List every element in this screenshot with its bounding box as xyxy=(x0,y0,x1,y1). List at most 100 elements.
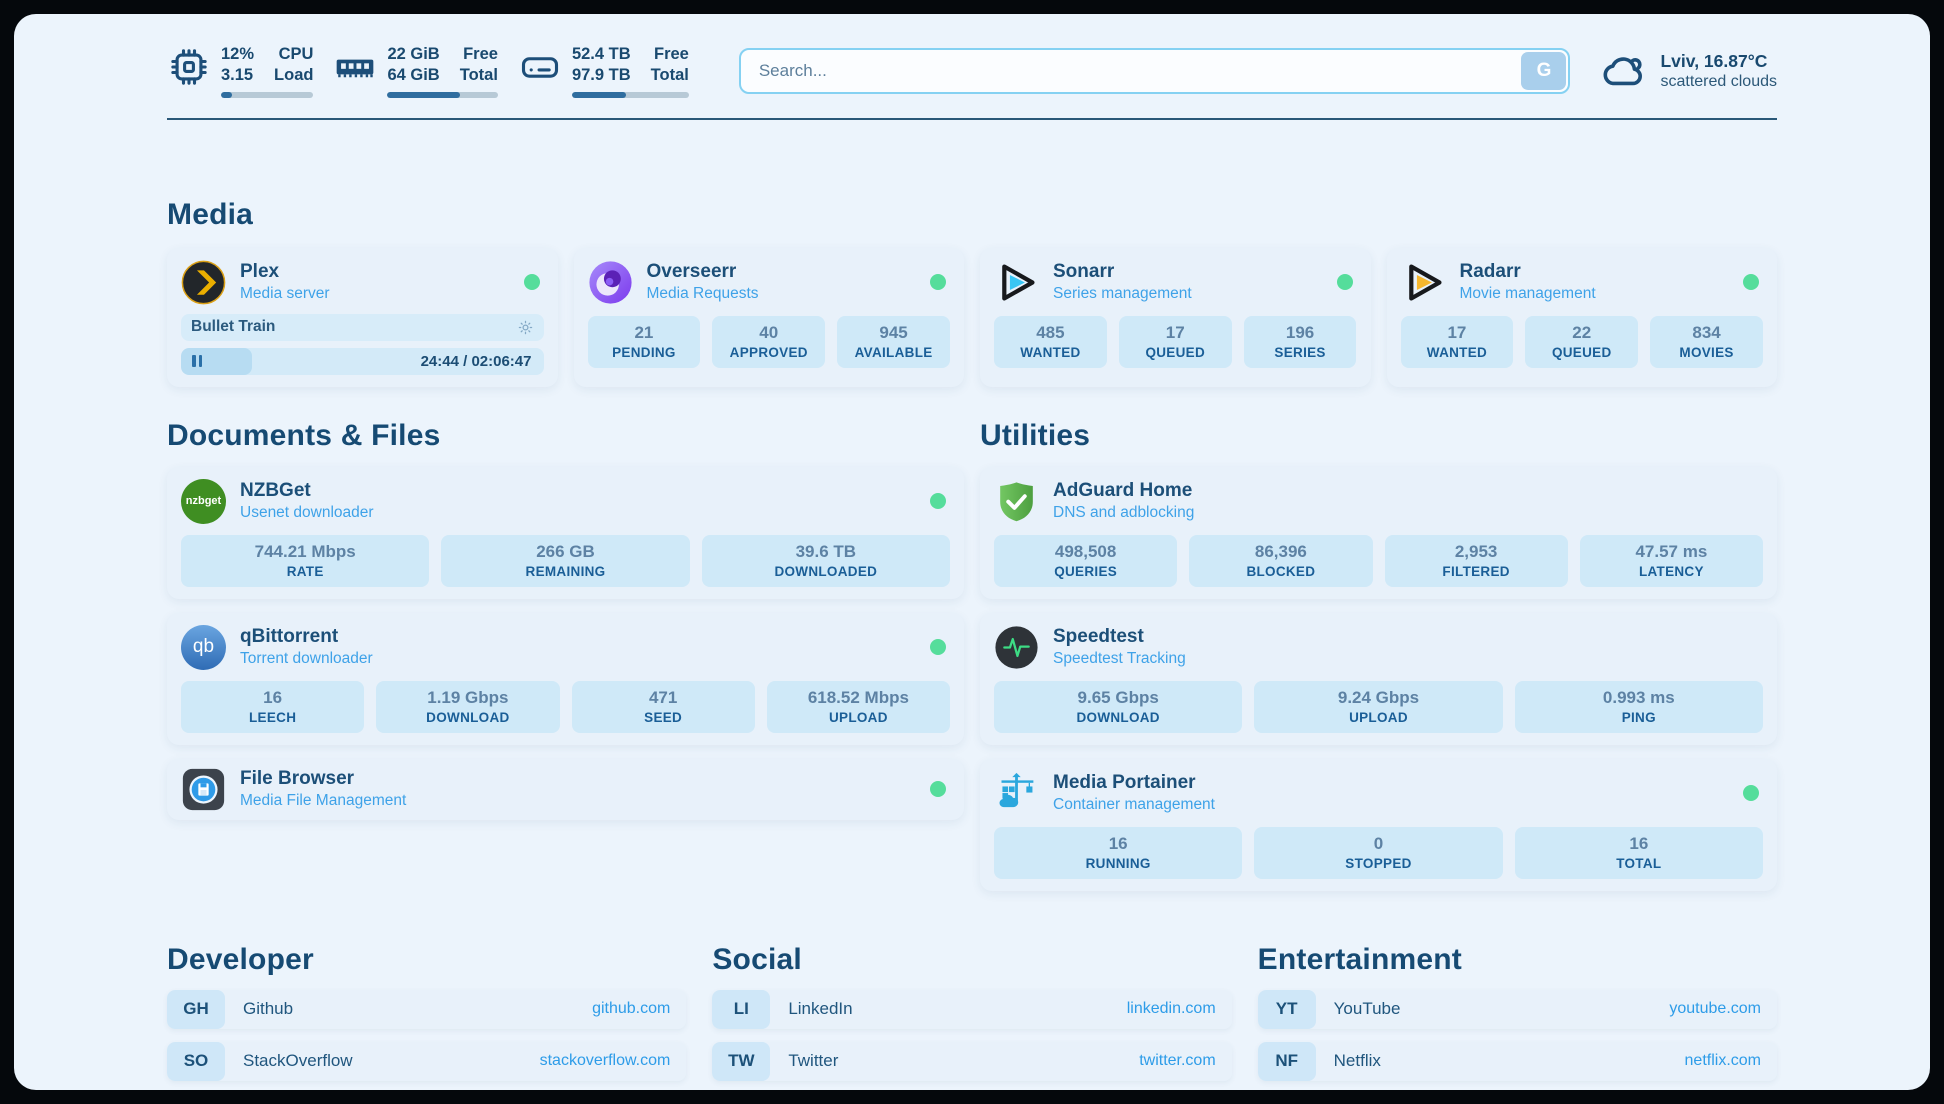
stat-tile-upload: 618.52 Mbps UPLOAD xyxy=(766,680,950,733)
app-link-plex[interactable]: Plex Media server xyxy=(181,260,544,305)
section-header-entertainment: Entertainment xyxy=(1257,942,1462,976)
playback-progress-bar: 24:44 / 02:06:47 xyxy=(181,347,544,375)
stat-tile-blocked: 86,396 BLOCKED xyxy=(1189,534,1373,587)
stat-tile-ping: 0.993 ms PING xyxy=(1514,680,1763,733)
app-card-plex: Plex Media server Bullet Train xyxy=(167,247,558,387)
portainer-crane-icon xyxy=(999,772,1034,807)
session-settings-icon[interactable] xyxy=(517,319,534,336)
stat-tile-running: 16 RUNNING xyxy=(994,826,1243,879)
cloud-icon xyxy=(1604,57,1643,86)
bookmark-twitter[interactable]: TW Twitter twitter.com xyxy=(712,1041,1232,1081)
app-subtitle: DNS and adblocking xyxy=(1053,504,1195,522)
cpu-usage-value: 12% xyxy=(221,45,255,63)
app-title: Plex xyxy=(240,261,280,283)
app-card-adguard: AdGuard Home DNS and adblocking 498,508 … xyxy=(980,466,1777,599)
header-divider xyxy=(167,117,1777,120)
cpu-label-1: CPU xyxy=(278,45,314,63)
memory-progress-fill xyxy=(387,91,461,98)
bookmark-url[interactable]: stackoverflow.com xyxy=(539,1052,671,1070)
bookmark-name: Netflix xyxy=(1333,1051,1381,1071)
memory-label-1: Free xyxy=(463,45,498,63)
app-title: File Browser xyxy=(240,768,355,790)
bookmark-linkedin[interactable]: LI LinkedIn linkedin.com xyxy=(712,989,1232,1029)
bookmark-url[interactable]: twitter.com xyxy=(1139,1052,1216,1070)
section-header-media: Media xyxy=(167,197,254,231)
speedtest-pulse-icon xyxy=(995,626,1038,669)
cpu-load-value: 3.15 xyxy=(221,66,254,85)
app-link-nzbget[interactable]: nzbget NZBGet Usenet downloader xyxy=(181,478,950,524)
bookmark-url[interactable]: github.com xyxy=(592,1000,671,1018)
stat-tile-download: 9.65 Gbps DOWNLOAD xyxy=(994,680,1243,733)
app-link-adguard[interactable]: AdGuard Home DNS and adblocking xyxy=(994,479,1763,524)
weather-location-temp: Lviv, 16.87°C xyxy=(1660,50,1768,71)
bookmark-url[interactable]: linkedin.com xyxy=(1126,1000,1216,1018)
bookmark-group-entertainment: Entertainment YT YouTube youtube.com NF … xyxy=(1257,942,1777,1090)
search-engine-button[interactable]: G xyxy=(1521,51,1567,90)
bookmark-group-developer: Developer GH Github github.com SO StackO… xyxy=(167,943,687,1090)
status-dot xyxy=(1336,274,1353,291)
section-header-social: Social xyxy=(712,942,802,976)
stat-tile-rate: 744.21 Mbps RATE xyxy=(181,534,430,587)
app-link-qbittorrent[interactable]: qb qBittorrent Torrent downloader xyxy=(181,624,950,670)
app-link-sonarr[interactable]: Sonarr Series management xyxy=(994,260,1357,305)
bookmark-github[interactable]: GH Github github.com xyxy=(167,989,687,1029)
plex-icon xyxy=(181,260,226,305)
app-title: Speedtest xyxy=(1053,626,1144,648)
app-title: AdGuard Home xyxy=(1053,480,1193,502)
memory-label-2: Total xyxy=(459,66,498,85)
bookmark-name: LinkedIn xyxy=(788,999,853,1019)
search-bar: G xyxy=(738,47,1571,94)
stat-tile-wanted: 485 WANTED xyxy=(994,315,1107,368)
stat-tile-seed: 471 SEED xyxy=(571,680,755,733)
app-card-overseerr: Overseerr Media Requests 21 PENDING 40 A… xyxy=(573,247,964,387)
utilities-column: Utilities AdGuard Home xyxy=(980,419,1777,891)
ram-icon xyxy=(337,59,374,78)
cpu-label-2: Load xyxy=(274,66,314,85)
bookmark-abbr-badge: NF xyxy=(1257,1041,1316,1081)
stat-tile-movies: 834 MOVIES xyxy=(1650,315,1763,368)
status-dot xyxy=(1743,274,1759,291)
bookmark-url[interactable]: youtube.com xyxy=(1669,1000,1761,1018)
dashboard-panel: 12% CPU 3.15 Load 22 xyxy=(14,14,1930,1090)
stat-tile-approved: 40 APPROVED xyxy=(712,315,826,368)
stat-tile-pending: 21 PENDING xyxy=(587,315,701,368)
stat-tile-downloaded: 39.6 TB DOWNLOADED xyxy=(701,534,950,587)
stat-tile-queries: 498,508 QUERIES xyxy=(994,534,1178,587)
app-link-radarr[interactable]: Radarr Movie management xyxy=(1401,260,1764,305)
bookmark-url[interactable]: netflix.com xyxy=(1684,1052,1761,1070)
bookmark-abbr-badge: GH xyxy=(167,989,225,1029)
bookmark-stackoverflow[interactable]: SO StackOverflow stackoverflow.com xyxy=(167,1041,687,1081)
section-header-utilities: Utilities xyxy=(980,418,1091,452)
app-link-portainer[interactable]: Media Portainer Container management xyxy=(994,771,1763,816)
documents-column: Documents & Files nzbget NZBGet Usenet d… xyxy=(167,419,964,891)
status-dot xyxy=(930,274,946,291)
app-card-sonarr: Sonarr Series management 485 WANTED 17 Q… xyxy=(980,247,1371,387)
app-subtitle: Media server xyxy=(240,285,330,303)
stat-tile-latency: 47.57 ms LATENCY xyxy=(1579,534,1763,587)
disk-widget: 52.4 TB Free 97.9 TB Total xyxy=(518,44,689,98)
bookmark-youtube[interactable]: YT YouTube youtube.com xyxy=(1257,989,1777,1029)
disk-free-value: 52.4 TB xyxy=(571,45,631,63)
radarr-icon xyxy=(1408,264,1442,301)
cpu-chip-icon xyxy=(171,49,207,85)
stat-tile-leech: 16 LEECH xyxy=(181,680,365,733)
app-link-filebrowser[interactable]: File Browser Media File Management xyxy=(181,767,950,812)
stat-tile-filtered: 2,953 FILTERED xyxy=(1384,534,1568,587)
app-link-speedtest[interactable]: Speedtest Speedtest Tracking xyxy=(994,625,1763,670)
app-link-overseerr[interactable]: Overseerr Media Requests xyxy=(588,260,951,305)
app-subtitle: Container management xyxy=(1053,796,1215,814)
memory-free-value: 22 GiB xyxy=(387,45,440,63)
disk-label-2: Total xyxy=(650,66,689,85)
playback-progress-fill xyxy=(181,347,252,375)
weather-widget: Lviv, 16.87°C scattered clouds xyxy=(1600,47,1777,95)
app-subtitle: Media File Management xyxy=(240,792,407,810)
stat-tile-available: 945 AVAILABLE xyxy=(837,315,950,368)
stat-tile-upload: 9.24 Gbps UPLOAD xyxy=(1254,680,1503,733)
bookmark-abbr-badge: YT xyxy=(1257,989,1316,1029)
overseerr-icon xyxy=(588,261,632,304)
stat-tile-series: 196 SERIES xyxy=(1243,315,1357,368)
search-input[interactable] xyxy=(738,47,1571,94)
bookmark-netflix[interactable]: NF Netflix netflix.com xyxy=(1257,1041,1777,1081)
app-card-portainer: Media Portainer Container management 16 … xyxy=(980,758,1777,891)
bookmark-abbr-badge: LI xyxy=(712,989,771,1029)
